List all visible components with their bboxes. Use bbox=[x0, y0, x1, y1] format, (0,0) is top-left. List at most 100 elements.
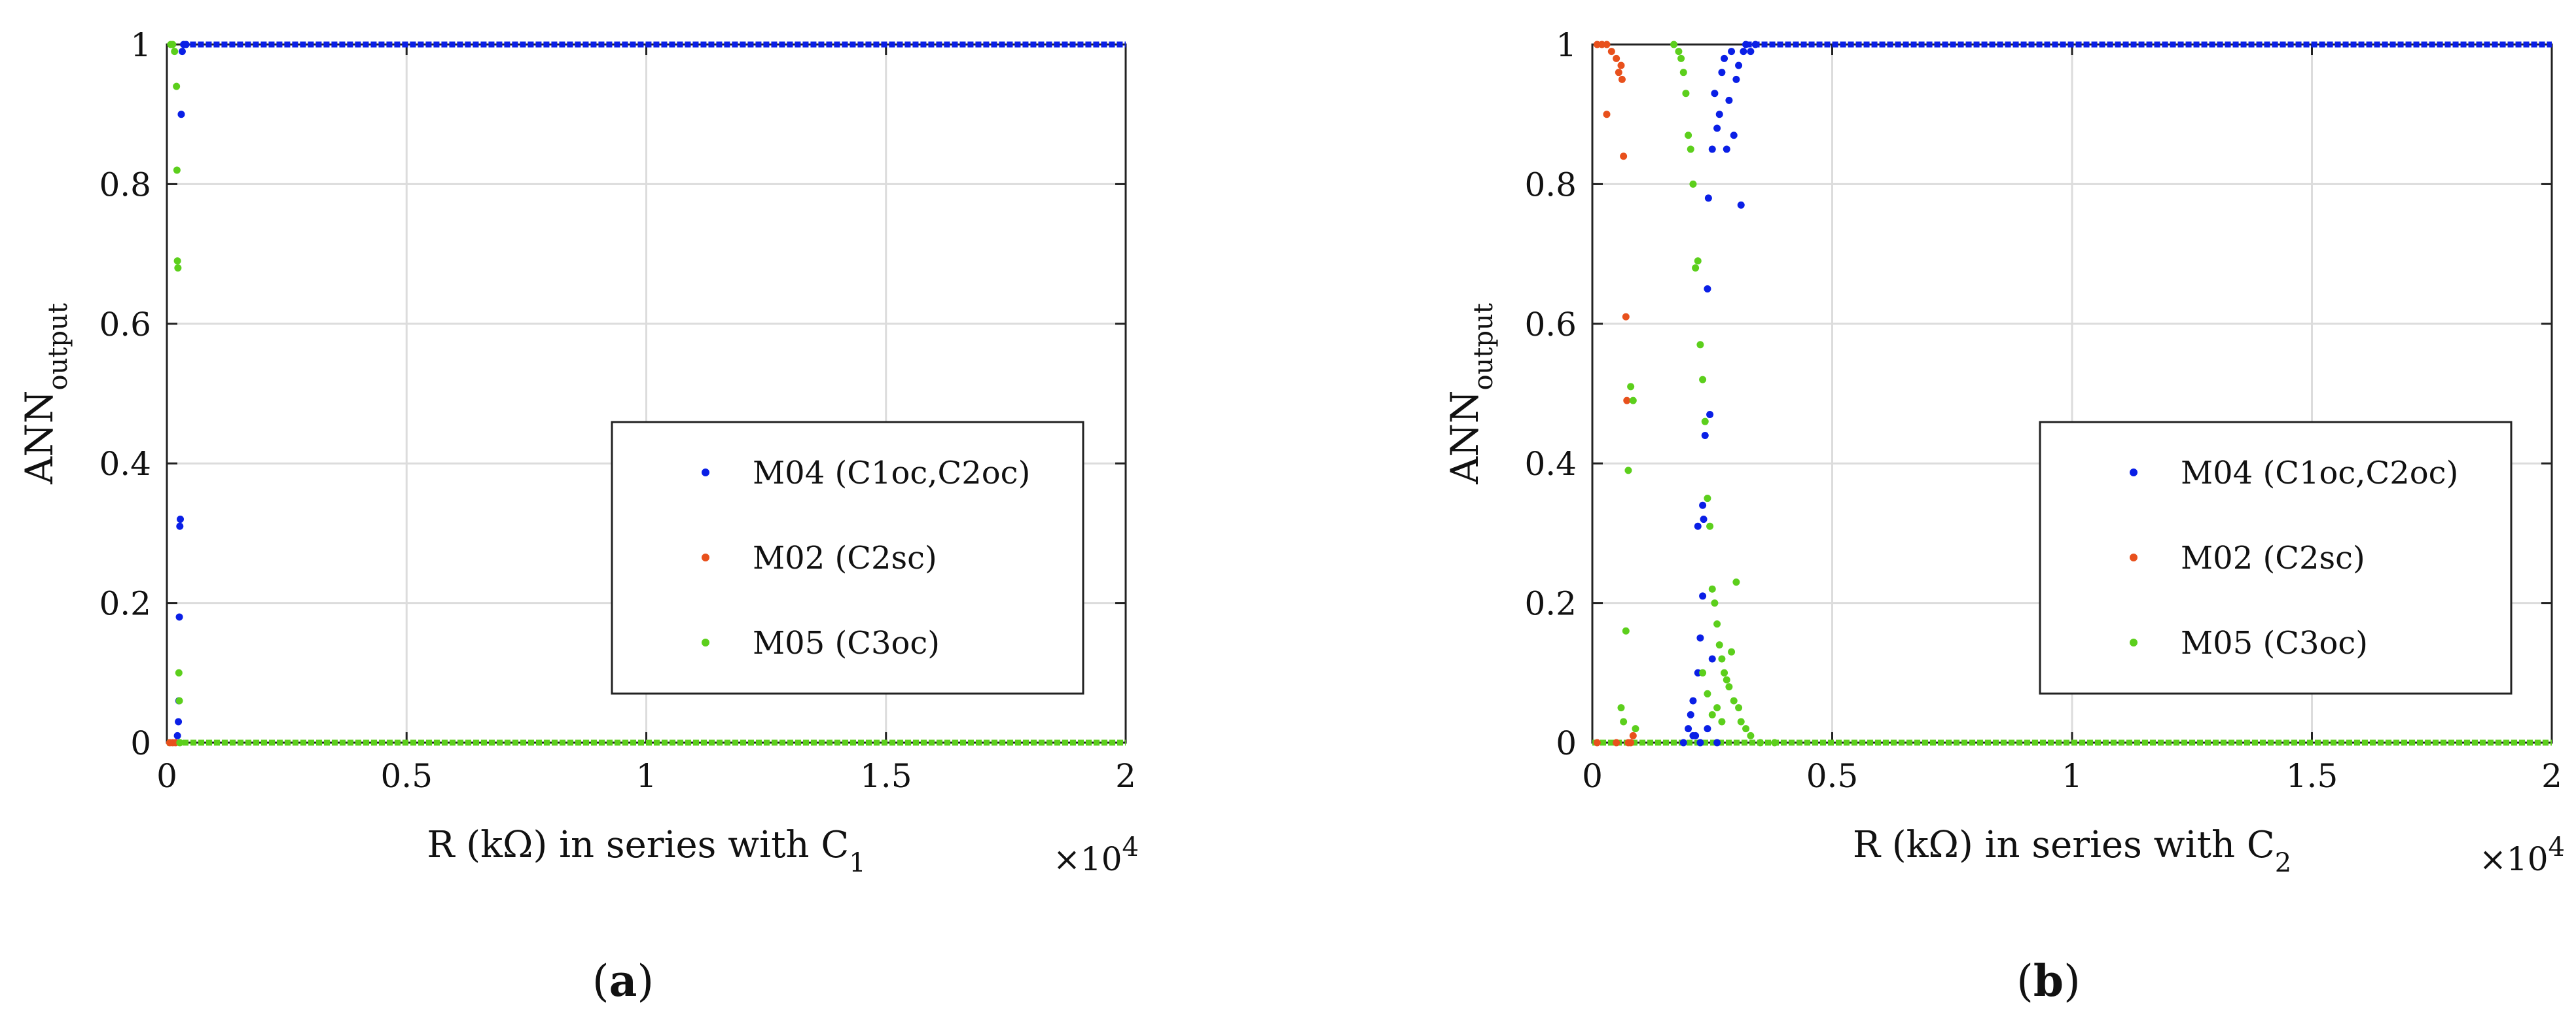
data-point bbox=[1704, 285, 1711, 292]
data-point bbox=[1740, 48, 1747, 56]
data-point bbox=[1713, 704, 1721, 712]
data-point bbox=[175, 669, 183, 677]
data-point bbox=[1711, 599, 1719, 607]
x-tick-label: 1 bbox=[636, 757, 657, 795]
x-tick-label: 2 bbox=[2541, 757, 2562, 795]
data-point bbox=[175, 613, 183, 621]
data-point bbox=[1613, 54, 1620, 62]
data-point bbox=[1728, 48, 1736, 56]
data-point bbox=[1692, 264, 1700, 272]
data-point bbox=[1723, 145, 1730, 153]
data-point bbox=[1629, 397, 1637, 404]
data-point bbox=[1689, 180, 1697, 188]
data-point bbox=[173, 82, 181, 90]
data-point bbox=[1699, 501, 1707, 509]
legend-label: M05 (C3oc) bbox=[753, 625, 940, 662]
y-tick-label: 0.8 bbox=[99, 166, 151, 203]
data-point bbox=[1747, 732, 1755, 739]
data-point bbox=[1721, 669, 1728, 677]
legend-marker bbox=[2130, 469, 2138, 476]
data-point bbox=[1747, 48, 1755, 56]
data-point bbox=[1593, 739, 1601, 747]
data-point bbox=[1704, 194, 1712, 202]
x-axis-label: R (kΩ) in series with C1 bbox=[427, 824, 865, 878]
data-point bbox=[176, 739, 184, 747]
x-tick-label: 1 bbox=[2062, 757, 2083, 795]
data-point bbox=[1735, 704, 1743, 712]
data-point bbox=[1679, 69, 1687, 77]
data-point bbox=[175, 718, 183, 726]
data-point bbox=[177, 111, 185, 118]
data-point bbox=[173, 166, 181, 174]
data-point bbox=[1730, 697, 1738, 705]
x-tick-label: 0.5 bbox=[1806, 757, 1859, 795]
x-axis-label-sub: 2 bbox=[2275, 848, 2291, 878]
legend-label: M04 (C1oc,C2oc) bbox=[753, 455, 1030, 491]
x-tick-label: 0 bbox=[156, 757, 177, 795]
legend-label: M02 (C2sc) bbox=[753, 540, 937, 576]
y-axis-label-sub: output bbox=[43, 303, 73, 390]
series-0 bbox=[1679, 41, 1759, 747]
legend-box bbox=[611, 421, 1084, 695]
data-point bbox=[1715, 111, 1723, 118]
panel-caption-letter: a bbox=[609, 955, 637, 1006]
data-point bbox=[1708, 655, 1716, 663]
data-point bbox=[1699, 592, 1707, 600]
data-point bbox=[1757, 739, 1764, 747]
data-point bbox=[1629, 732, 1637, 739]
chart-panel-a: 0 0.5 1 1.5 200.20.40.60.81R (kΩ) in series … bbox=[17, 26, 1139, 1006]
data-point bbox=[1706, 522, 1714, 530]
data-point bbox=[1742, 41, 1750, 48]
y-axis-label-main: ANN bbox=[1442, 390, 1487, 484]
y-tick-label: 1 bbox=[1556, 26, 1577, 64]
y-axis-label: ANNoutput bbox=[17, 303, 73, 485]
data-point bbox=[1704, 725, 1711, 733]
x-axis-label-sub: 1 bbox=[849, 848, 865, 878]
chart-panel-b: 0 0.5 1 1.5 2 0 0.2 0.4 0.6 0.8 1 R (kΩ) in series … bbox=[1442, 26, 2565, 1006]
data-point bbox=[169, 41, 177, 48]
x-multiplier: ×104 bbox=[2479, 832, 2565, 878]
data-point bbox=[1718, 69, 1726, 77]
y-tick-label: 0.2 bbox=[1524, 585, 1577, 623]
data-point bbox=[1742, 725, 1750, 733]
data-point bbox=[1713, 124, 1721, 132]
data-point bbox=[1687, 145, 1694, 153]
series-1 bbox=[1593, 41, 1637, 747]
data-point bbox=[1715, 641, 1723, 649]
y-axis-label-sub: output bbox=[1469, 303, 1499, 390]
data-point bbox=[1677, 54, 1685, 62]
data-point bbox=[178, 48, 186, 56]
data-point bbox=[1694, 522, 1702, 530]
data-point bbox=[1699, 376, 1707, 383]
data-point bbox=[1708, 585, 1716, 593]
data-point bbox=[171, 48, 179, 56]
y-axis-label: ANNoutput bbox=[1442, 303, 1499, 485]
data-point bbox=[1627, 739, 1635, 747]
data-point bbox=[1613, 739, 1620, 747]
y-tick-label: 1 bbox=[130, 26, 151, 64]
data-point bbox=[1704, 495, 1711, 503]
x-tick-label: 2 bbox=[1115, 757, 1136, 795]
data-point bbox=[1735, 62, 1743, 69]
legend-label: M04 (C1oc,C2oc) bbox=[2181, 455, 2458, 491]
data-point bbox=[1728, 648, 1736, 656]
x-tick-label: 1.5 bbox=[860, 757, 912, 795]
y-tick-label: 0.2 bbox=[99, 585, 151, 623]
data-point bbox=[1685, 725, 1692, 733]
data-point bbox=[173, 257, 181, 265]
data-point bbox=[1689, 697, 1697, 705]
data-point bbox=[1751, 41, 1759, 48]
y-tick-label: 0 bbox=[1556, 724, 1577, 762]
data-point bbox=[1699, 669, 1707, 677]
x-multiplier-exp: 4 bbox=[1122, 832, 1139, 862]
data-point bbox=[1708, 145, 1716, 153]
data-point bbox=[1706, 411, 1714, 419]
y-tick-label: 0.6 bbox=[1524, 306, 1577, 344]
series-1 bbox=[166, 739, 179, 747]
data-point bbox=[1732, 578, 1740, 586]
legend-marker bbox=[2130, 554, 2138, 561]
x-axis-label-main: R (kΩ) in series with C bbox=[1853, 824, 2275, 866]
data-point bbox=[1622, 313, 1630, 321]
series-2 bbox=[167, 41, 184, 747]
